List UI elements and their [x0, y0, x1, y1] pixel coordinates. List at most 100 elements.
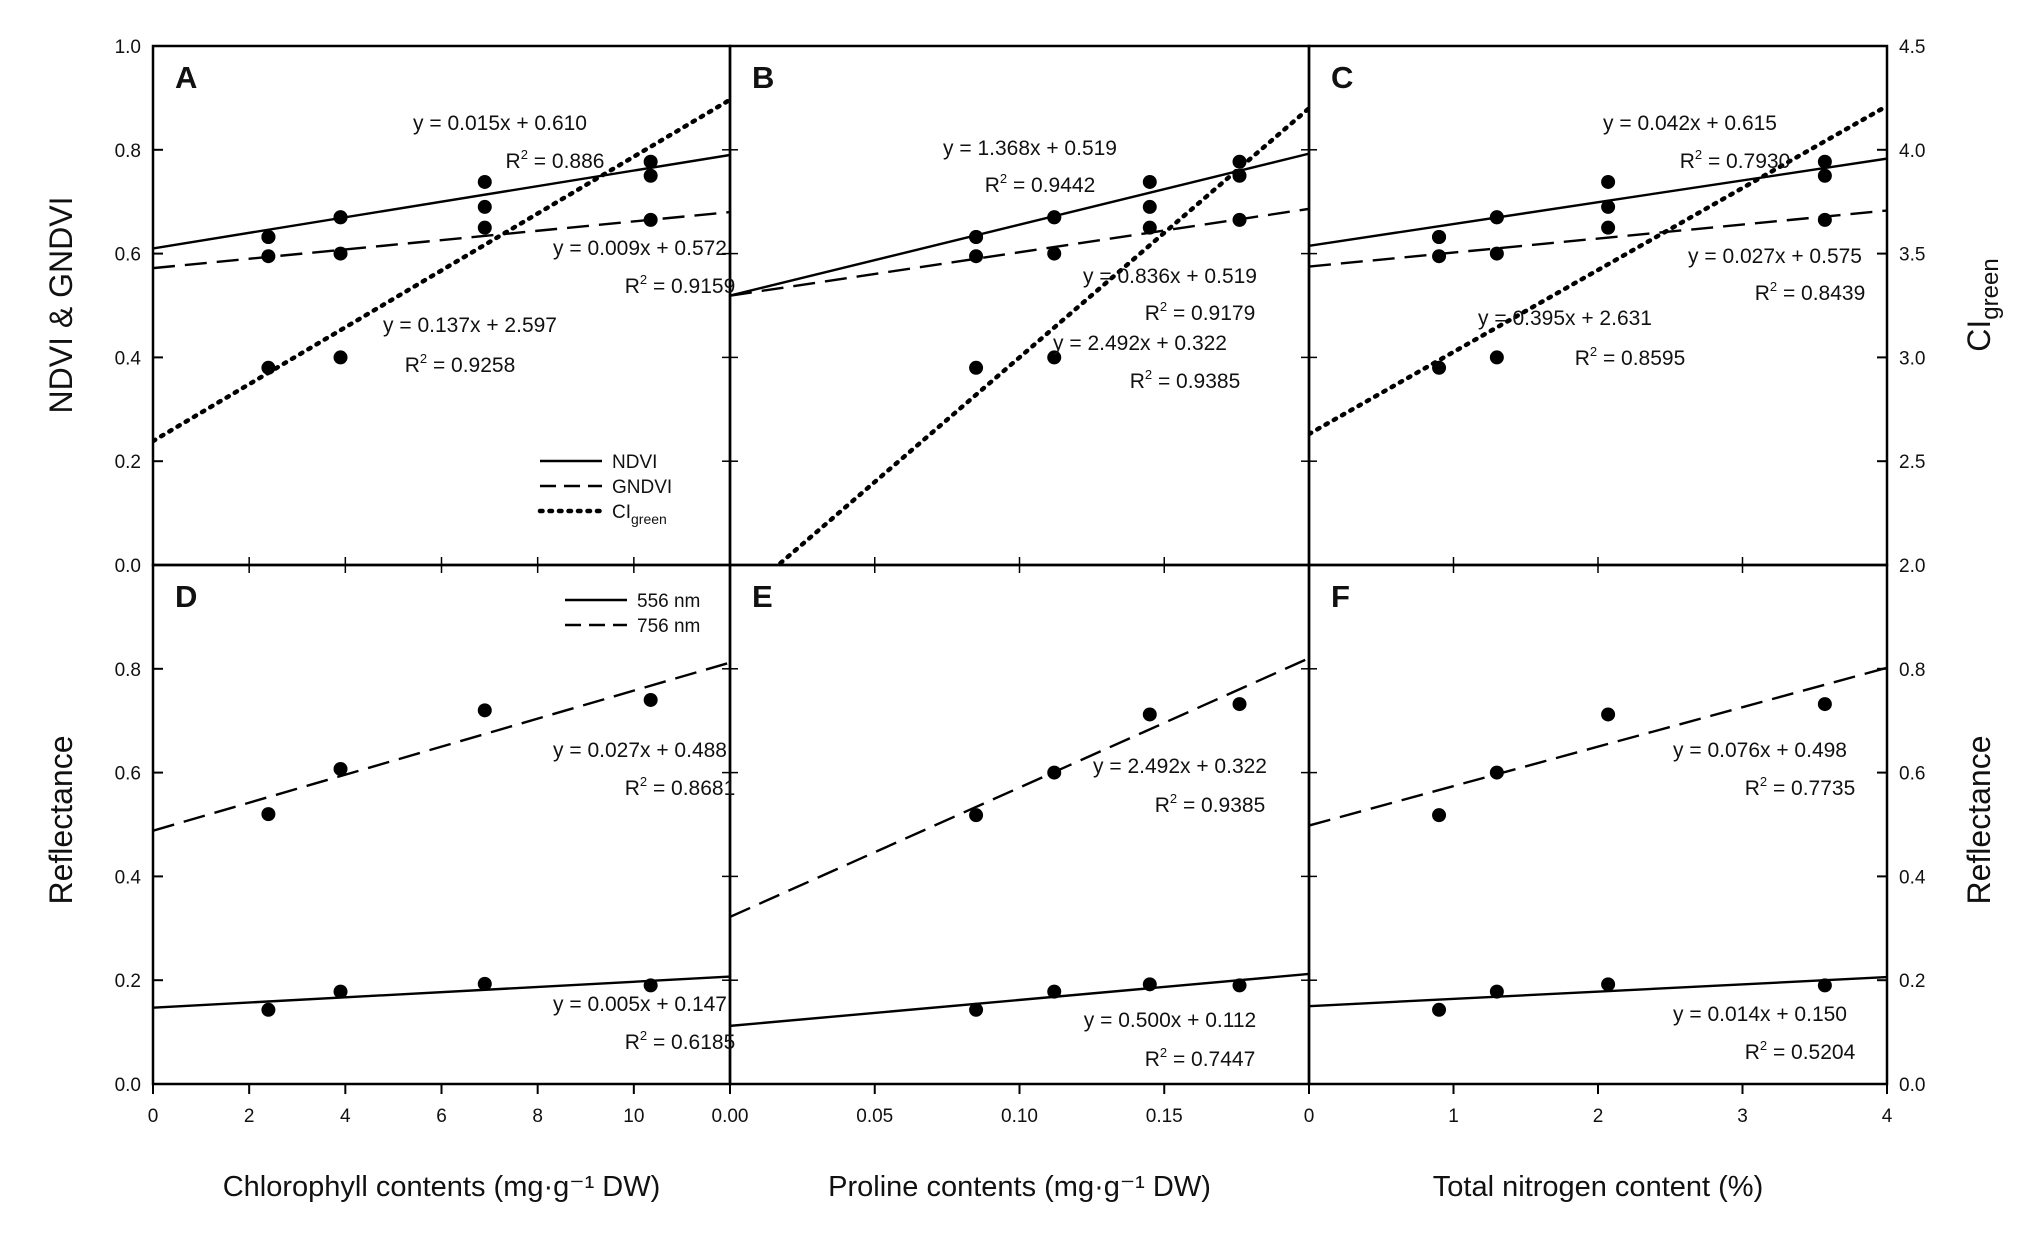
- data-point-756-nm: [261, 807, 276, 822]
- r-squared-label: R2 = 0.7447: [1145, 1045, 1256, 1071]
- r-squared-prefix: R: [1130, 370, 1145, 393]
- r-squared-value: = 0.7930: [1702, 150, 1790, 173]
- r-squared-value: = 0.9258: [427, 354, 515, 377]
- x-tick-label: 0.05: [856, 1106, 893, 1127]
- r-squared-prefix: R: [625, 1031, 640, 1054]
- data-point-556-nm: [1142, 977, 1157, 992]
- fit-line-756-nm: [730, 657, 1309, 918]
- r-squared-prefix: R: [1155, 794, 1170, 817]
- r-squared-label: R2 = 0.7735: [1745, 774, 1856, 800]
- fit-line-ndvi: [1309, 157, 1887, 248]
- r-squared-exp: 2: [1590, 344, 1597, 359]
- equation-label: y = 0.137x + 2.597: [383, 314, 557, 337]
- r-squared-exp: 2: [1160, 299, 1167, 314]
- x-tick-label: 6: [436, 1106, 447, 1127]
- fit-line-756-nm: [153, 661, 730, 832]
- r-squared-label: R2 = 0.9179: [1145, 299, 1256, 325]
- r-squared-label: R2 = 0.9385: [1130, 367, 1241, 393]
- r-squared-exp: 2: [640, 1028, 647, 1043]
- y-tick-label: 0.8: [115, 141, 141, 162]
- r-squared-label: R2 = 0.8439: [1755, 279, 1866, 305]
- data-point-gndvi: [261, 249, 276, 264]
- r-squared-value: = 0.886: [528, 150, 604, 173]
- r-squared-prefix: R: [1145, 1048, 1160, 1071]
- data-point-ndvi: [1142, 174, 1157, 189]
- fit-line-556-nm: [1309, 975, 1887, 1008]
- r-squared-prefix: R: [1745, 777, 1760, 800]
- data-point-556-nm: [1047, 984, 1062, 999]
- legend-label: 556 nm: [637, 591, 700, 612]
- r-squared-prefix: R: [506, 150, 521, 173]
- r-squared-exp: 2: [521, 147, 528, 162]
- r-squared-label: R2 = 0.8595: [1575, 344, 1686, 370]
- y-tick-label: 0.4: [115, 867, 142, 888]
- r-squared-value: = 0.5204: [1767, 1041, 1855, 1064]
- panel-A-lines: [153, 97, 730, 444]
- data-point-ndvi: [1489, 210, 1504, 225]
- data-point-gndvi: [1817, 212, 1832, 227]
- data-point-gndvi: [1047, 246, 1062, 261]
- equation-label: y = 0.836x + 0.519: [1083, 265, 1257, 288]
- data-point-756-nm: [1601, 707, 1616, 722]
- x-tick-label: 0.10: [1001, 1106, 1038, 1127]
- data-point-gndvi: [1601, 220, 1616, 235]
- data-point-556-nm: [333, 984, 348, 999]
- chart-text: Chlorophyll contents (mg·g⁻¹ DW) Proline …: [43, 60, 2004, 1203]
- r-squared-exp: 2: [1760, 774, 1767, 789]
- panel-frame: [1307, 44, 1889, 567]
- r-squared-value: = 0.7447: [1167, 1048, 1255, 1071]
- legend-label: NDVI: [612, 452, 657, 473]
- r-squared-prefix: R: [1145, 302, 1160, 325]
- data-point-556-nm: [1817, 978, 1832, 993]
- y-tick-label: 0.4: [1899, 867, 1926, 888]
- y-tick-label: 0.0: [115, 556, 141, 577]
- r-squared-exp: 2: [1145, 367, 1152, 382]
- y-tick-label: 0.0: [1899, 1075, 1925, 1096]
- x-tick-label: 0.00: [712, 1106, 749, 1127]
- legend-label: 756 nm: [637, 616, 700, 637]
- r-squared-exp: 2: [1000, 171, 1007, 186]
- data-point-ndvi: [333, 210, 348, 225]
- data-point-ndvi: [477, 174, 492, 189]
- legend-label-main: GNDVI: [612, 477, 672, 498]
- data-point-gndvi: [1142, 220, 1157, 235]
- r-squared-exp: 2: [1760, 1038, 1767, 1053]
- data-point-ndvi: [1817, 168, 1832, 183]
- data-point-556-nm: [1432, 1002, 1447, 1017]
- x-axis-title: Total nitrogen content (%): [1433, 1171, 1763, 1203]
- data-point-556-nm: [261, 1002, 276, 1017]
- equation-label: y = 0.042x + 0.615: [1603, 112, 1777, 135]
- r-squared-label: R2 = 0.9258: [405, 351, 516, 377]
- r-squared-prefix: R: [405, 354, 420, 377]
- equation-label: y = 2.492x + 0.322: [1093, 755, 1267, 778]
- r-squared-exp: 2: [1170, 791, 1177, 806]
- axis-ticks: 0.00.20.40.60.81.02.02.53.03.54.04.50.00…: [115, 37, 1926, 1127]
- data-point-cigreen: [1489, 350, 1504, 365]
- r-squared-value: = 0.9159: [647, 275, 735, 298]
- y-tick-label: 2.5: [1899, 452, 1925, 473]
- y-tick-label: 0.8: [115, 660, 141, 681]
- fit-line-cigreen: [1309, 103, 1887, 437]
- fit-line-cigreen: [153, 97, 730, 444]
- legend-label-main: CI: [612, 502, 631, 523]
- r-squared-value: = 0.8439: [1777, 282, 1865, 305]
- panel-C-lines: [1309, 103, 1887, 437]
- data-point-gndvi: [1489, 246, 1504, 261]
- r-squared-value: = 0.7735: [1767, 777, 1855, 800]
- x-tick-label: 10: [623, 1106, 644, 1127]
- data-point-gndvi: [1432, 249, 1447, 264]
- data-point-556-nm: [643, 978, 658, 993]
- y-tick-label: 0.8: [1899, 660, 1925, 681]
- y-tick-label: 1.0: [115, 37, 141, 58]
- left-axis-title: NDVI & GNDVI: [43, 197, 79, 414]
- data-point-gndvi: [333, 246, 348, 261]
- y-tick-label: 0.6: [115, 764, 141, 785]
- r-squared-prefix: R: [625, 777, 640, 800]
- panel-frame: [728, 563, 1311, 1086]
- fit-line-ndvi: [153, 153, 730, 250]
- data-point-756-nm: [1817, 697, 1832, 712]
- equation-label: y = 2.492x + 0.322: [1053, 332, 1227, 355]
- data-point-ndvi: [1232, 168, 1247, 183]
- r-squared-prefix: R: [985, 174, 1000, 197]
- right-axis-title-main: CI: [1961, 320, 1997, 352]
